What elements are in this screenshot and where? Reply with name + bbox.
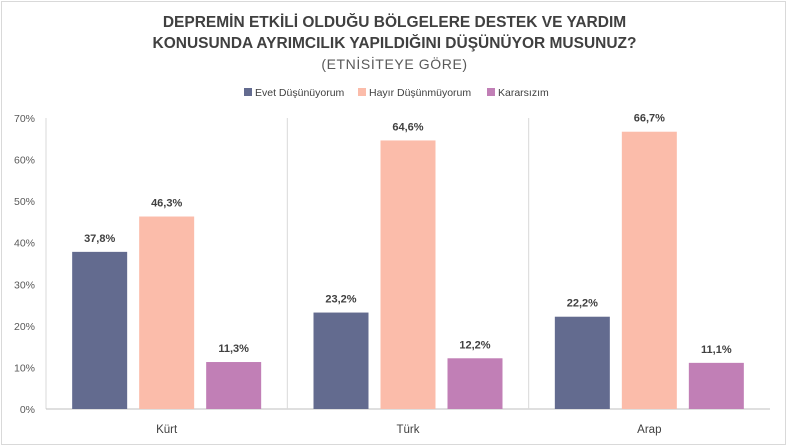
legend-item-hayir[interactable]: Hayır Düşünmüyorum <box>358 87 471 99</box>
bar <box>72 251 128 409</box>
y-tick-label: 10% <box>14 362 35 374</box>
y-tick-label: 40% <box>14 238 35 250</box>
data-label: 12,2% <box>459 339 490 351</box>
y-tick-label: 30% <box>14 279 35 291</box>
legend: Evet Düşünüyorum Hayır Düşünmüyorum Kara… <box>244 87 549 99</box>
x-category-label: Arap <box>637 424 661 436</box>
x-category-label: Kürt <box>156 424 178 436</box>
legend-swatch-kararsizim <box>487 88 495 96</box>
bar <box>447 358 503 409</box>
data-label: 23,2% <box>325 294 356 306</box>
plot-area: 0% 10% 20% 30% 40% 50% 60% 70% 37,8% 46,3% 11,3% Kü… <box>14 113 770 436</box>
legend-swatch-evet <box>244 88 252 96</box>
y-tick-label: 20% <box>14 321 35 333</box>
legend-label-hayir: Hayır Düşünmüyorum <box>369 87 471 99</box>
legend-label-evet: Evet Düşünüyorum <box>255 87 345 99</box>
data-label: 37,8% <box>84 233 115 245</box>
legend-item-evet[interactable]: Evet Düşünüyorum <box>244 87 345 99</box>
data-label: 11,3% <box>218 343 249 355</box>
bar <box>206 362 262 409</box>
legend-item-kararsizim[interactable]: Kararsızım <box>487 87 549 99</box>
bar <box>313 312 369 409</box>
bar <box>688 362 744 409</box>
data-label: 11,1% <box>701 344 732 356</box>
y-tick-label: 0% <box>20 404 35 416</box>
bar <box>554 316 610 409</box>
chart-title: DEPREMİN ETKİLİ OLDUĞU BÖLGELERE DESTEK … <box>163 13 626 31</box>
x-category-label: Türk <box>397 424 420 436</box>
bar <box>621 131 677 409</box>
bar <box>380 140 436 409</box>
data-label: 64,6% <box>392 121 423 133</box>
chart-title-line2: KONUSUNDA AYRIMCILIK YAPILDIĞINI DÜŞÜNÜY… <box>153 34 637 52</box>
legend-label-kararsizim: Kararsızım <box>498 87 549 99</box>
chart-subtitle: (ETNİSİTEYE GÖRE) <box>321 55 467 72</box>
bar <box>139 216 195 409</box>
y-tick-label: 50% <box>14 196 35 208</box>
legend-swatch-hayir <box>358 88 366 96</box>
y-tick-label: 70% <box>14 113 35 125</box>
y-tick-label: 60% <box>14 155 35 167</box>
data-label: 46,3% <box>151 198 182 210</box>
data-label: 66,7% <box>634 113 665 125</box>
data-label: 22,2% <box>567 298 598 310</box>
